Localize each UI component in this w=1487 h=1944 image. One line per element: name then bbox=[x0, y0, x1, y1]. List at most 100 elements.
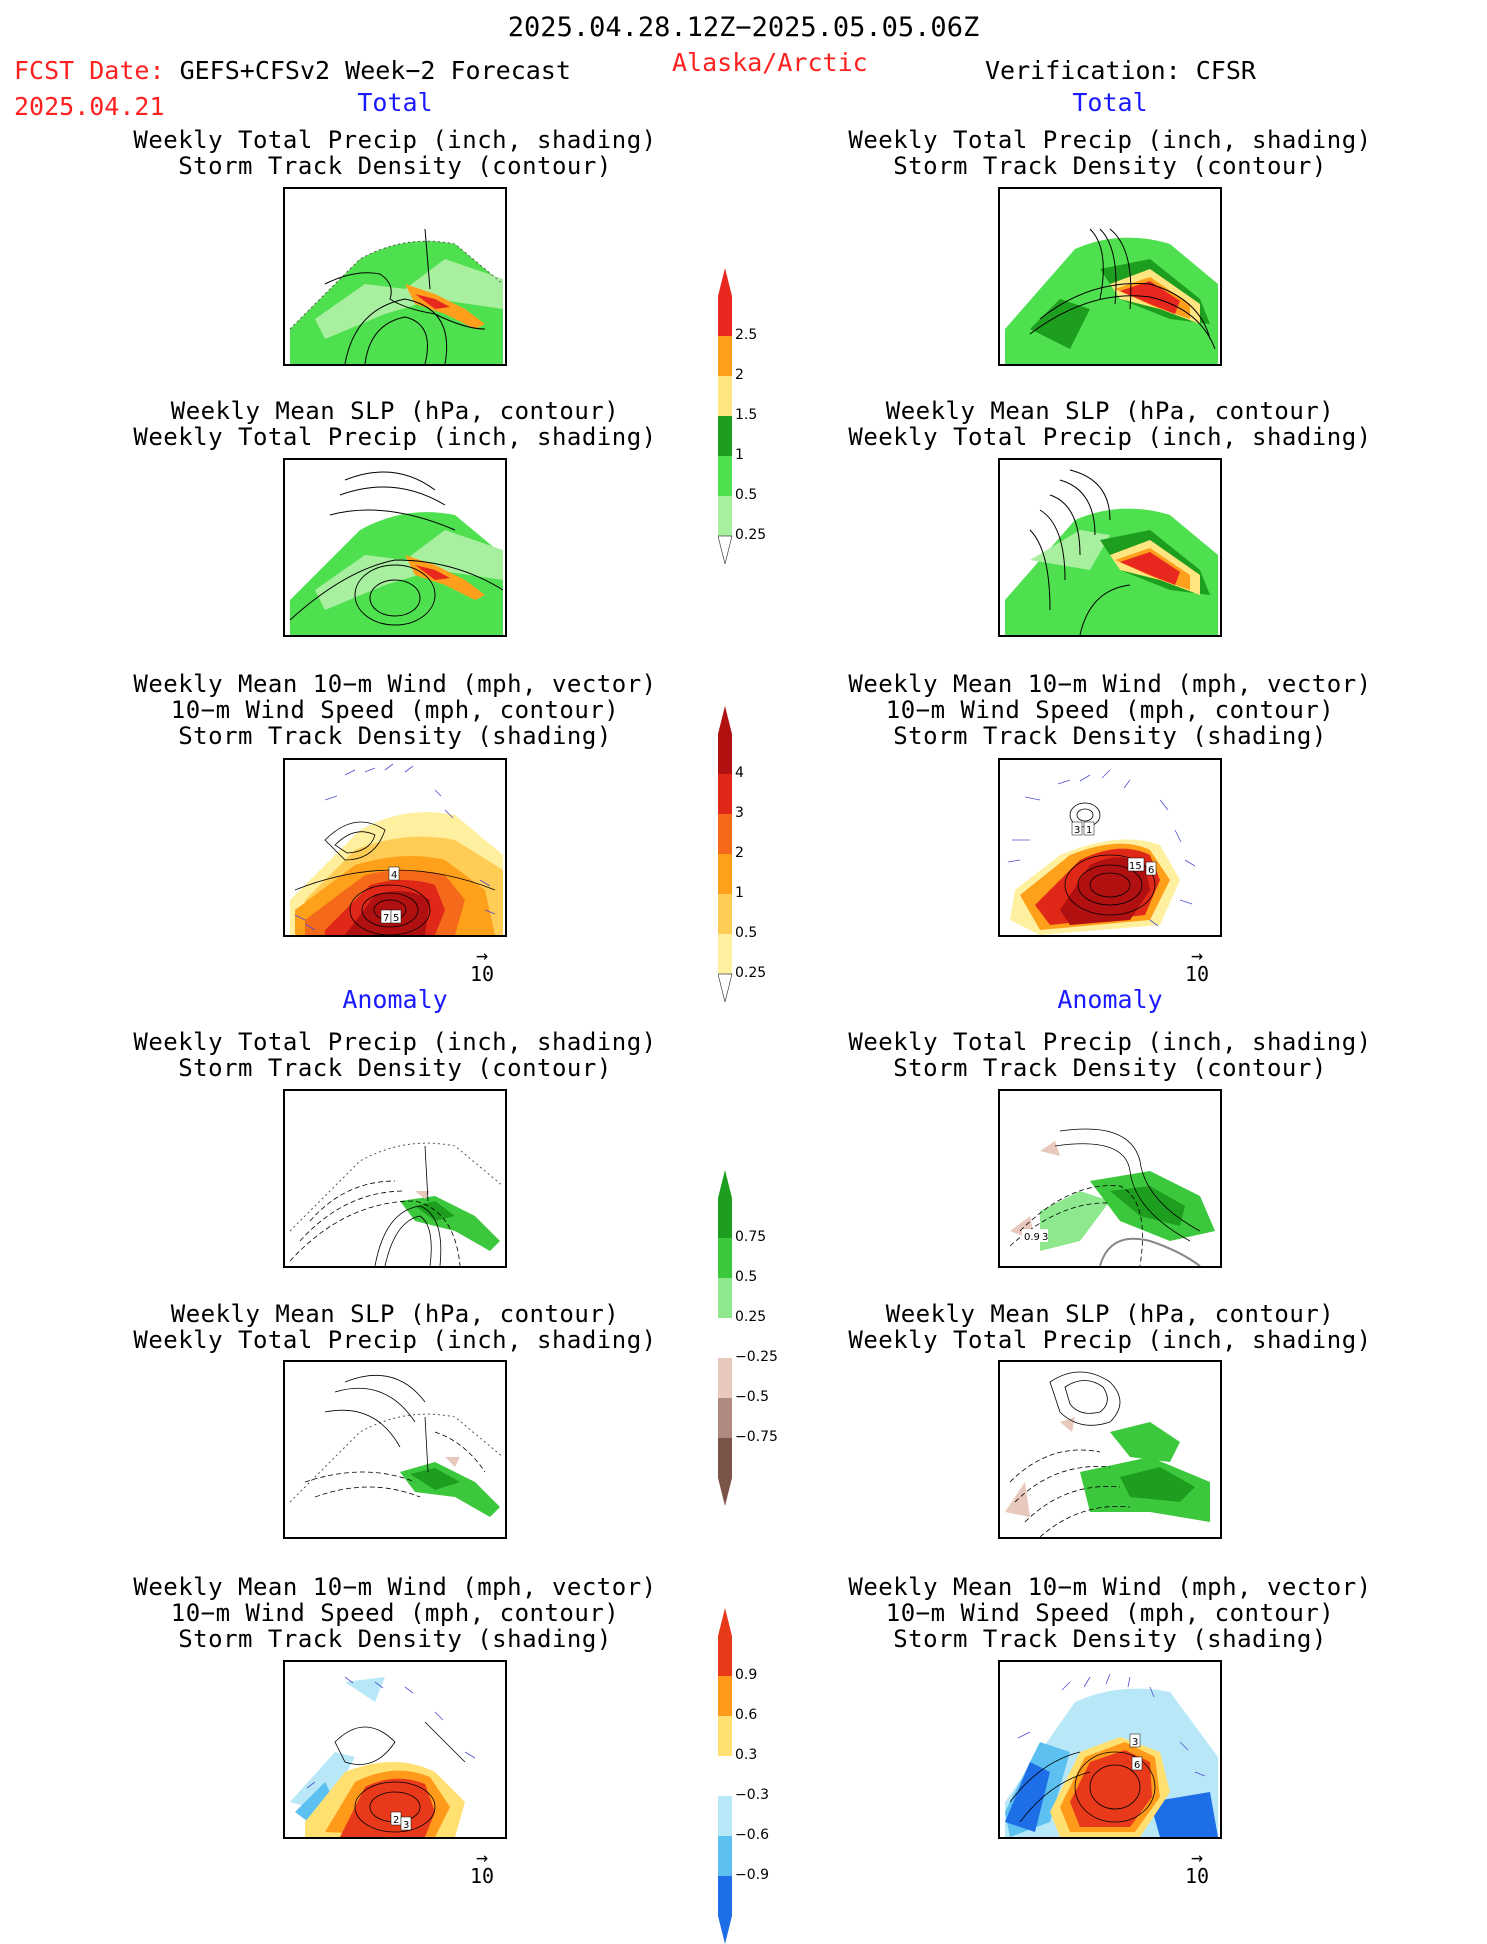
panel-title: Weekly Total Precip (inch, shading) Stor… bbox=[95, 127, 695, 179]
fcst-header: FCST Date: GEFS+CFSv2 Week−2 Forecast bbox=[14, 56, 571, 85]
colorbar-tick-label: 0.3 bbox=[735, 1747, 758, 1763]
colorbar-tick-label: 2.5 bbox=[735, 327, 758, 343]
colorbar-tick-label: 2 bbox=[735, 845, 744, 861]
colorbar-tick-label: 4 bbox=[735, 765, 744, 781]
colorbar-tick-label: 0.6 bbox=[735, 1707, 758, 1723]
colorbar-swatch bbox=[718, 1358, 732, 1398]
title-line: Weekly Mean SLP (hPa, contour) bbox=[170, 397, 620, 425]
panel-title: Weekly Mean 10−m Wind (mph, vector) 10−m… bbox=[810, 671, 1410, 749]
colorbar-tick-label: 0.5 bbox=[735, 1269, 758, 1285]
colorbar-tick-label: −0.9 bbox=[735, 1867, 769, 1883]
colorbar-top-arrow bbox=[718, 1170, 732, 1198]
colorbar-swatch bbox=[718, 1278, 732, 1318]
contour-label: 0.9 bbox=[1024, 1232, 1040, 1243]
colorbar-tick-label: 0.75 bbox=[735, 1229, 767, 1245]
colorbar-swatch bbox=[718, 296, 732, 336]
colorbar-tick-label: −0.75 bbox=[735, 1429, 778, 1445]
title-line: 10−m Wind Speed (mph, contour) bbox=[170, 1599, 620, 1627]
colorbar-top-arrow bbox=[718, 706, 732, 734]
title-line: Storm Track Density (shading) bbox=[178, 722, 612, 750]
contour-label: 5 bbox=[393, 913, 399, 924]
colorbar-precip-anom: 0.75 0.5 0.25 −0.25 −0.5 −0.75 bbox=[718, 1170, 808, 1506]
colorbar-swatch bbox=[718, 1198, 732, 1238]
map-cfsr-total-wind: 1 3 15 6 bbox=[998, 758, 1222, 937]
colorbar-bottom-arrow bbox=[718, 973, 733, 1002]
panel-title: Weekly Total Precip (inch, shading) Stor… bbox=[810, 127, 1410, 179]
map-cfsr-anom-precip: 0.9 3 bbox=[998, 1089, 1222, 1268]
title-line: Storm Track Density (contour) bbox=[178, 1054, 612, 1082]
title-line: Storm Track Density (shading) bbox=[893, 1625, 1327, 1653]
panel-title: Weekly Mean SLP (hPa, contour) Weekly To… bbox=[810, 1301, 1410, 1353]
title-line: Weekly Mean 10−m Wind (mph, vector) bbox=[848, 1573, 1372, 1601]
vector-ref-label: 10 bbox=[1184, 1864, 1210, 1888]
arrow-icon: → bbox=[1190, 1845, 1204, 1869]
panel-title: Weekly Total Precip (inch, shading) Stor… bbox=[95, 1029, 695, 1081]
title-line: Weekly Total Precip (inch, shading) bbox=[848, 1326, 1372, 1354]
colorbar-tick-label: 2 bbox=[735, 367, 744, 383]
map-cfsr-total-slp bbox=[998, 458, 1222, 637]
title-line: Weekly Mean 10−m Wind (mph, vector) bbox=[133, 670, 657, 698]
colorbar-swatch bbox=[718, 1836, 732, 1876]
title-line: Weekly Total Precip (inch, shading) bbox=[133, 1326, 657, 1354]
arrow-icon: → bbox=[1190, 943, 1204, 967]
map-fcst-total-precip bbox=[283, 187, 507, 366]
arrow-icon: → bbox=[475, 1845, 489, 1869]
arrow-icon: → bbox=[475, 943, 489, 967]
colorbar-top-arrow bbox=[718, 1608, 732, 1636]
map-fcst-anom-slp bbox=[283, 1360, 507, 1539]
title-line: Storm Track Density (contour) bbox=[178, 152, 612, 180]
colorbar-swatch bbox=[718, 1438, 732, 1478]
contour-label: 15 bbox=[1129, 861, 1142, 872]
colorbar-tick-label: 0.5 bbox=[735, 925, 758, 941]
colorbar-tick-label: 0.25 bbox=[735, 527, 767, 543]
title-line: Weekly Mean 10−m Wind (mph, vector) bbox=[848, 670, 1372, 698]
date-range: 2025.04.28.12Z−2025.05.05.06Z bbox=[507, 12, 980, 43]
colorbar-swatch bbox=[718, 1796, 732, 1836]
colorbar-tick-label: −0.3 bbox=[735, 1787, 769, 1803]
map-cfsr-total-precip bbox=[998, 187, 1222, 366]
colorbar-graphic bbox=[718, 1170, 732, 1506]
colorbar-tick-label: 3 bbox=[735, 805, 744, 821]
colorbar-tick-label: 0.25 bbox=[735, 965, 767, 981]
contour-label: 3 bbox=[403, 1820, 409, 1831]
contour-label: 3 bbox=[1042, 1232, 1048, 1243]
colorbar-tick-label: 0.9 bbox=[735, 1667, 758, 1683]
title-line: Weekly Mean SLP (hPa, contour) bbox=[170, 1300, 620, 1328]
colorbar-storm-anom: 0.9 0.6 0.3 −0.3 −0.6 −0.9 bbox=[718, 1608, 808, 1944]
colorbar-swatch bbox=[718, 376, 732, 416]
title-line: Weekly Total Precip (inch, shading) bbox=[133, 1028, 657, 1056]
colorbar-tick-label: 1.5 bbox=[735, 407, 758, 423]
contour-label: 1 bbox=[1086, 825, 1092, 836]
colorbar-swatch bbox=[718, 496, 732, 536]
title-line: Weekly Total Precip (inch, shading) bbox=[133, 126, 657, 154]
title-line: Weekly Total Precip (inch, shading) bbox=[848, 126, 1372, 154]
vector-ref-label: 10 bbox=[469, 962, 495, 986]
colorbar-swatch bbox=[718, 894, 732, 934]
map-fcst-anom-wind: 2 3 bbox=[283, 1660, 507, 1839]
colorbar-tick-label: 1 bbox=[735, 447, 744, 463]
fcst-prefix: FCST Date: bbox=[14, 56, 165, 85]
title-line: Weekly Total Precip (inch, shading) bbox=[133, 423, 657, 451]
title-line: Weekly Total Precip (inch, shading) bbox=[848, 423, 1372, 451]
section-anomaly-left: Anomaly bbox=[342, 985, 448, 1014]
map-fcst-total-slp bbox=[283, 458, 507, 637]
vector-ref-label: 10 bbox=[1184, 962, 1210, 986]
map-fcst-anom-precip bbox=[283, 1089, 507, 1268]
colorbar-swatch bbox=[718, 734, 732, 774]
map-fcst-total-wind: 4 7 5 bbox=[283, 758, 507, 937]
contour-label: 2 bbox=[393, 1815, 399, 1826]
title-line: Storm Track Density (contour) bbox=[893, 1054, 1327, 1082]
colorbar-swatch bbox=[718, 1238, 732, 1278]
title-line: Weekly Mean SLP (hPa, contour) bbox=[885, 1300, 1335, 1328]
vector-ref-fcst-total: → 10 bbox=[462, 943, 502, 986]
section-total-right: Total bbox=[1072, 88, 1148, 117]
title-line: 10−m Wind Speed (mph, contour) bbox=[885, 696, 1335, 724]
region-label: Alaska/Arctic bbox=[672, 48, 868, 77]
title-line: Weekly Mean 10−m Wind (mph, vector) bbox=[133, 1573, 657, 1601]
fcst-model: GEFS+CFSv2 Week−2 Forecast bbox=[179, 56, 571, 85]
colorbar-bottom-arrow bbox=[718, 1916, 732, 1944]
contour-label: 6 bbox=[1148, 865, 1154, 876]
colorbar-swatch bbox=[718, 1318, 732, 1358]
panel-title: Weekly Mean 10−m Wind (mph, vector) 10−m… bbox=[810, 1574, 1410, 1652]
vector-ref-cfsr-total: → 10 bbox=[1177, 943, 1217, 986]
